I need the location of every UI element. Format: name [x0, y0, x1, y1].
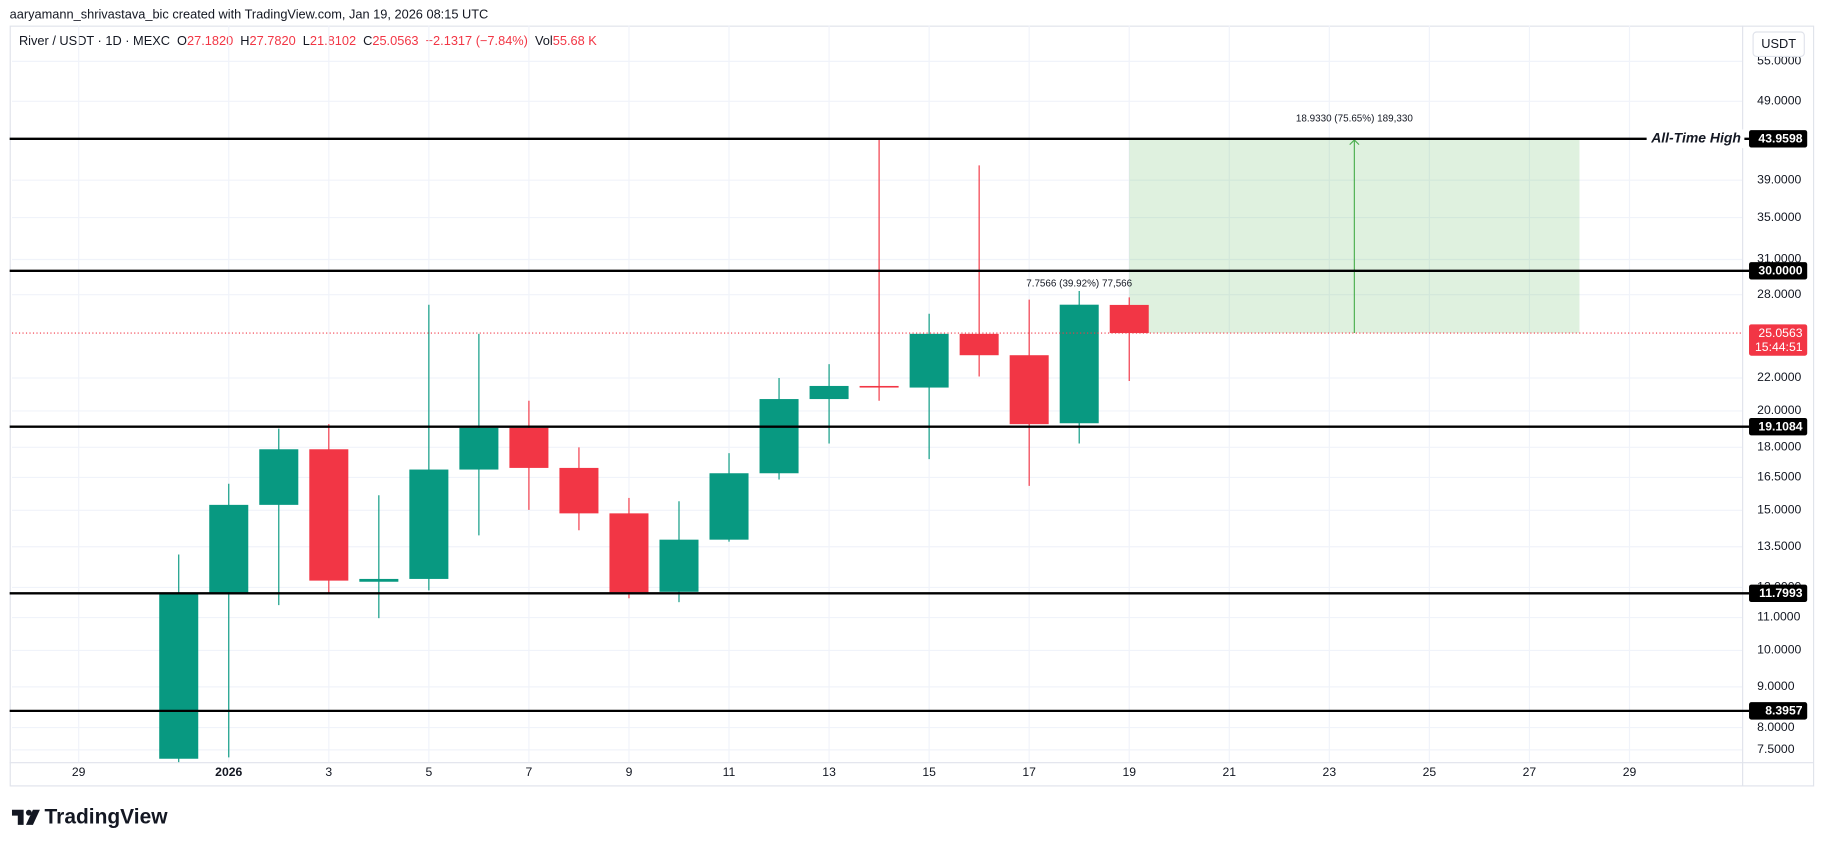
level-label-bg: [1749, 262, 1808, 280]
measure-label: 18.9330 (75.65%) 189,330: [1296, 114, 1413, 125]
overlay: 18.9330 (75.65%) 189,330 7.7566 (39.92%) …: [9, 114, 1750, 713]
y-tick-label: 20.0000: [1757, 403, 1801, 417]
candle-body: [409, 469, 449, 579]
logo: TradingView: [11, 805, 169, 828]
ohlc-label: H: [240, 33, 249, 48]
x-tick-label: 13: [822, 765, 836, 779]
x-tick-label: 9: [626, 765, 633, 779]
y-tick-label: 55.0000: [1757, 54, 1801, 68]
axes: 7.50008.00009.000010.000011.000012.00001…: [72, 54, 1802, 779]
y-tick-label: 28.0000: [1757, 287, 1801, 301]
level-label-bg: [1749, 417, 1808, 436]
candle-body: [309, 449, 349, 581]
attribution: aaryamann_shrivastava_bic created with T…: [10, 7, 489, 22]
ohlc-label: O: [177, 33, 187, 48]
x-tick-label: 7: [526, 765, 533, 779]
countdown-label: 15:44:51: [1755, 340, 1803, 354]
brand: TradingView: [45, 805, 169, 828]
candle-body: [459, 427, 499, 470]
y-tick-label: 22.0000: [1757, 370, 1801, 384]
x-tick-label: 23: [1323, 765, 1337, 779]
candle-body: [859, 385, 899, 388]
x-tick-label: 11: [723, 765, 736, 779]
volume-label: Vol: [535, 33, 553, 48]
candle-body: [209, 504, 249, 594]
change: −2.1317 (−7.84%): [426, 33, 528, 48]
y-tick-label: 18.0000: [1757, 440, 1801, 454]
logo-mark: [25, 809, 40, 825]
volume-value: 55.68 K: [553, 33, 598, 48]
y-tick-label: 15.0000: [1757, 503, 1801, 517]
x-tick-label: 17: [1022, 765, 1036, 779]
y-tick-label: 13.5000: [1757, 539, 1801, 553]
candle-body: [1009, 355, 1049, 425]
y-tick-label: 8.0000: [1757, 720, 1795, 734]
level-note: All-Time High: [1650, 129, 1741, 145]
y-tick-label: 39.0000: [1757, 172, 1801, 186]
annotation: 7.7566 (39.92%) 77,566: [1026, 279, 1132, 290]
ohlc-value: 25.0563: [372, 33, 418, 48]
symbol: River / USDT · 1D · MEXC: [19, 33, 170, 48]
x-tick-label: 29: [1623, 765, 1637, 779]
candle-body: [559, 467, 599, 514]
candle-body: [509, 427, 549, 468]
plot: [159, 138, 1580, 763]
x-tick-label: 21: [1222, 765, 1236, 779]
currency-button[interactable]: [1752, 31, 1805, 58]
x-tick-label: 3: [325, 765, 332, 779]
x-tick-label: 2026: [215, 765, 242, 779]
level-label-bg: [1749, 130, 1808, 148]
y-tick-label: 16.5000: [1757, 470, 1801, 484]
candle-body: [759, 399, 799, 474]
candle-body: [809, 385, 849, 400]
y-tick-label: 49.0000: [1757, 94, 1801, 108]
candle-body: [1059, 304, 1099, 424]
chart-frame: [9, 25, 1815, 787]
axis-labels: 43.9598 30.0000 19.1084 11.7993 8.3957 25.056…: [1749, 130, 1808, 720]
level-label: 30.0000: [1758, 264, 1802, 278]
legend-line: River / USDT · 1D · MEXC O27.1820 H27.78…: [19, 33, 597, 48]
level-label: 11.7993: [1759, 586, 1803, 600]
ohlc-value: 27.7820: [249, 33, 295, 48]
currency-label[interactable]: USDT: [1761, 36, 1796, 51]
level-label-bg: [1749, 702, 1808, 720]
candle-body: [709, 473, 749, 540]
candle-body: [159, 593, 199, 759]
logo-mark: [25, 809, 32, 816]
y-tick-label: 9.0000: [1757, 679, 1795, 693]
y-tick-label: 11.0000: [1757, 610, 1800, 624]
level-label-bg: [1749, 584, 1808, 603]
y-tick-label: 35.0000: [1757, 210, 1801, 224]
candle-body: [259, 449, 299, 505]
x-tick-label: 29: [72, 765, 86, 779]
y-tick-label: 10.0000: [1757, 643, 1801, 657]
x-tick-label: 19: [1122, 765, 1136, 779]
candle-body: [359, 578, 399, 582]
level-label: 43.9598: [1758, 132, 1802, 146]
logo-mark: [11, 809, 24, 825]
x-tick-label: 27: [1523, 765, 1537, 779]
level-label: 8.3957: [1765, 704, 1803, 718]
last-price-label: 25.0563: [1758, 326, 1802, 340]
ohlc-label: C: [363, 33, 372, 48]
candle-body: [659, 539, 699, 592]
x-tick-label: 25: [1423, 765, 1437, 779]
x-tick-label: 5: [425, 765, 432, 779]
level-note-bg: [1646, 129, 1745, 149]
x-tick-label: 15: [922, 765, 936, 779]
last-price-bg: [1749, 324, 1808, 356]
ohlc-value: 21.8102: [310, 33, 356, 48]
y-tick-label: 7.5000: [1757, 742, 1795, 756]
candle-body: [959, 333, 999, 356]
candle-body: [609, 513, 649, 593]
ohlc-label: L: [303, 33, 310, 48]
grid: [11, 25, 1743, 763]
candle-body: [1109, 304, 1149, 334]
ohlc-value: 27.1820: [187, 33, 233, 48]
level-label: 19.1084: [1758, 420, 1802, 434]
candle-body: [909, 333, 949, 388]
